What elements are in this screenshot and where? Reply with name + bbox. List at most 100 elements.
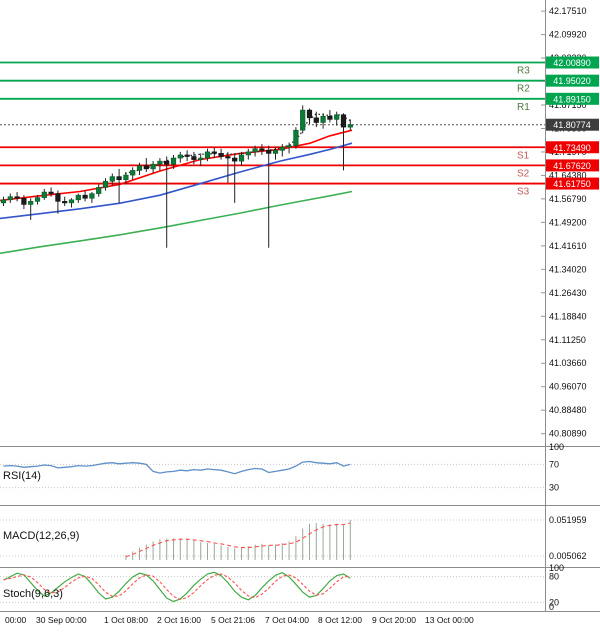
- candlestick: [75, 194, 81, 201]
- price-grid-label: 41.03660: [549, 358, 587, 368]
- stoch-axis-label: 20: [549, 597, 559, 607]
- candlestick: [68, 199, 75, 204]
- price-badge-text: 41.95020: [553, 76, 591, 86]
- time-label: 7 Oct 04:00: [265, 615, 309, 625]
- price-badge-support: [546, 141, 599, 154]
- candlestick: [272, 150, 279, 154]
- rsi-line: [3, 460, 351, 475]
- time-label: 00:00: [5, 615, 27, 625]
- candlestick: [150, 163, 156, 170]
- rsi-axis-label: 70: [549, 459, 559, 469]
- candlestick: [191, 156, 197, 160]
- stoch-axis-label: 0: [549, 602, 554, 612]
- candlestick: [340, 114, 347, 128]
- candlestick: [252, 148, 258, 153]
- price-badge-text: 42.00890: [553, 58, 591, 68]
- price-badge-support: [546, 159, 599, 172]
- candlestick: [116, 176, 122, 180]
- candlestick: [130, 170, 136, 176]
- candlestick: [21, 197, 27, 205]
- stoch-indicator-label: Stoch(9,6,3): [3, 588, 63, 600]
- candlestick: [320, 115, 326, 123]
- candlestick: [102, 180, 109, 188]
- level-label-s2: S2: [517, 168, 530, 179]
- stoch-k-line: [3, 571, 351, 603]
- candlestick: [89, 193, 95, 199]
- candlestick: [225, 156, 231, 159]
- price-grid-label: 41.87150: [549, 100, 587, 110]
- rsi-axis-label: 100: [549, 442, 564, 452]
- price-grid-label: 41.64380: [549, 170, 587, 180]
- candlestick: [34, 197, 41, 202]
- price-badge-text: 41.89150: [553, 94, 591, 104]
- candlestick: [157, 160, 163, 165]
- price-grid-label: 40.80890: [549, 429, 587, 439]
- price-badge-text: 41.67620: [553, 161, 591, 171]
- price-badge-support: [546, 177, 599, 190]
- candlestick: [245, 151, 251, 156]
- candlestick: [28, 201, 34, 205]
- level-label-r1: R1: [517, 102, 530, 113]
- price-badge-resistance: [546, 56, 599, 69]
- ma-line-mid: [0, 142, 353, 220]
- price-badge-current: [546, 118, 599, 131]
- candlestick: [82, 194, 88, 199]
- candlestick: [211, 151, 217, 154]
- price-grid-label: 41.49200: [549, 217, 587, 227]
- candlestick: [143, 165, 149, 170]
- price-badge-text: 41.73490: [553, 143, 591, 153]
- time-label: 1 Oct 08:00: [104, 615, 148, 625]
- candlestick: [164, 160, 170, 165]
- stoch-axis-label: 80: [549, 572, 559, 582]
- candlestick: [96, 187, 102, 194]
- candlestick: [347, 124, 353, 128]
- candlestick: [300, 109, 306, 131]
- candlestick: [327, 115, 333, 120]
- price-grid-label: 41.41610: [549, 241, 587, 251]
- candlestick: [14, 196, 20, 199]
- candlestick: [266, 150, 272, 154]
- candlestick: [232, 157, 238, 162]
- time-label: 8 Oct 12:00: [318, 615, 362, 625]
- candlestick: [218, 153, 224, 157]
- rsi-axis-label: 30: [549, 483, 559, 493]
- price-grid-label: 42.09920: [549, 30, 587, 40]
- candlestick: [198, 157, 204, 160]
- candlestick: [259, 148, 265, 151]
- time-label: 5 Oct 21:06: [211, 615, 255, 625]
- price-grid-label: 41.34020: [549, 264, 587, 274]
- candlestick: [41, 191, 47, 198]
- level-label-s1: S1: [517, 150, 530, 161]
- candlestick: [0, 199, 7, 204]
- price-grid-label: 40.96070: [549, 382, 587, 392]
- candlestick: [306, 109, 313, 119]
- macd-axis-label: 0.051959: [549, 515, 587, 525]
- level-label-s3: S3: [517, 187, 530, 198]
- price-badge-text: 41.61750: [553, 179, 591, 189]
- candlestick: [279, 146, 285, 151]
- macd-indicator-label: MACD(12,26,9): [3, 530, 80, 542]
- candlestick: [62, 201, 68, 204]
- candlestick: [334, 114, 340, 120]
- time-label: 9 Oct 20:00: [372, 615, 416, 625]
- candlestick: [123, 174, 129, 180]
- price-grid-label: 41.18840: [549, 311, 587, 321]
- price-grid-label: 41.11250: [549, 335, 586, 345]
- candlestick: [170, 157, 177, 165]
- price-grid-label: 41.26430: [549, 288, 587, 298]
- time-label: 2 Oct 16:00: [157, 615, 201, 625]
- price-grid-label: 40.88480: [549, 405, 587, 415]
- price-grid-label: 41.56790: [549, 194, 587, 204]
- level-label-r2: R2: [517, 84, 530, 95]
- time-label: 13 Oct 00:00: [425, 615, 474, 625]
- candlestick: [109, 176, 115, 182]
- macd-axis-label: 0.005062: [549, 551, 587, 561]
- rsi-indicator-label: RSI(14): [3, 470, 41, 482]
- candlestick: [177, 154, 183, 159]
- candlestick: [136, 165, 143, 171]
- price-badge-resistance: [546, 92, 599, 105]
- candlestick: [238, 154, 245, 162]
